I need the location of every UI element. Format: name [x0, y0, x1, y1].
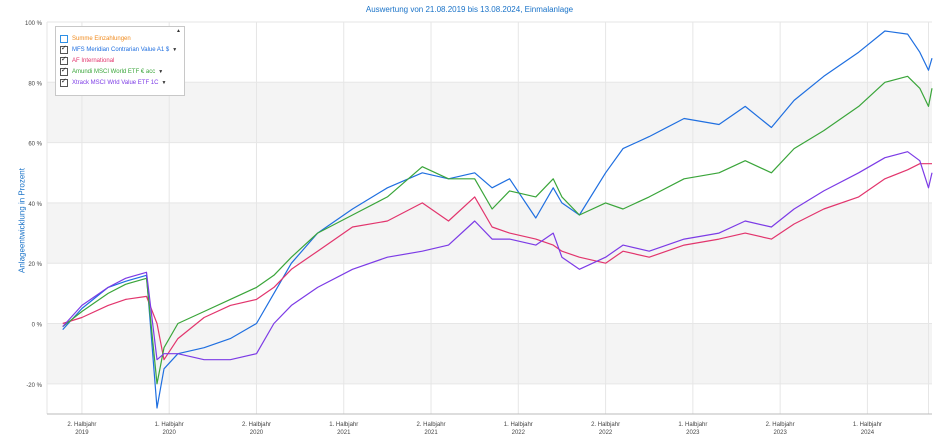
x-tick-label-year: 2023: [686, 430, 700, 436]
y-tick-label: 20 %: [28, 262, 42, 268]
dropdown-arrow-icon[interactable]: ▼: [161, 80, 167, 86]
x-tick-label-year: 2022: [512, 430, 526, 436]
legend-label: Xtrack MSCI Wrld Value ETF 1C: [72, 80, 159, 86]
x-tick-label-year: 2021: [424, 430, 438, 436]
legend-label: MFS Meridian Contrarian Value A1 $: [72, 47, 170, 53]
y-tick-label: 80 %: [28, 81, 42, 87]
legend-checkbox[interactable]: [60, 35, 68, 43]
x-tick-label: 2. Halbjahr: [591, 422, 620, 428]
series-line-1: [62, 163, 932, 361]
series-line-0: [62, 30, 933, 409]
grid-band: [47, 323, 932, 384]
legend-collapse-icon[interactable]: ▲: [176, 28, 181, 34]
x-tick-label: 2. Halbjahr: [766, 422, 795, 428]
legend-item[interactable]: Amundi MSCI World ETF € acc▼: [60, 66, 164, 77]
series-line-2: [62, 75, 933, 385]
legend-label: Summe Einzahlungen: [72, 36, 131, 42]
y-tick-label: 0 %: [32, 323, 43, 329]
x-tick-label-year: 2020: [163, 430, 177, 436]
legend-label: Amundi MSCI World ETF € acc: [72, 69, 156, 75]
legend: ▲ Summe Einzahlungen MFS Meridian Contrar…: [55, 26, 185, 96]
x-tick-label: 2. Halbjahr: [242, 422, 271, 428]
dropdown-arrow-icon[interactable]: ▼: [158, 69, 164, 75]
x-tick-label: 1. Halbjahr: [504, 422, 533, 428]
legend-item[interactable]: AF International: [60, 55, 115, 66]
y-tick-label: 40 %: [28, 202, 42, 208]
x-tick-label-year: 2021: [337, 430, 351, 436]
legend-checkbox[interactable]: [60, 66, 68, 76]
series-line-3: [62, 151, 933, 361]
y-tick-label: 100 %: [25, 21, 43, 27]
x-tick-label-year: 2019: [75, 430, 89, 436]
x-tick-label: 1. Halbjahr: [155, 422, 184, 428]
dropdown-arrow-icon[interactable]: ▼: [172, 47, 178, 53]
x-tick-label: 1. Halbjahr: [853, 422, 882, 428]
x-tick-label: 2. Halbjahr: [67, 422, 96, 428]
x-tick-label-year: 2023: [773, 430, 787, 436]
chart-title: Auswertung von 21.08.2019 bis 13.08.2024…: [365, 5, 574, 14]
legend-checkbox[interactable]: [60, 77, 68, 87]
legend-item[interactable]: Xtrack MSCI Wrld Value ETF 1C▼: [60, 77, 167, 88]
legend-item[interactable]: MFS Meridian Contrarian Value A1 $▼: [60, 44, 178, 55]
x-tick-label: 1. Halbjahr: [678, 422, 707, 428]
x-tick-label-year: 2020: [250, 430, 264, 436]
legend-checkbox[interactable]: [60, 44, 68, 54]
grid-band: [47, 202, 932, 264]
x-tick-label: 1. Halbjahr: [329, 422, 358, 428]
x-tick-label-year: 2024: [861, 430, 875, 436]
x-tick-label: 2. Halbjahr: [417, 422, 446, 428]
legend-item[interactable]: Summe Einzahlungen: [60, 34, 131, 44]
x-tick-label-year: 2022: [599, 430, 613, 436]
y-tick-label: 60 %: [28, 142, 42, 148]
y-tick-label: -20 %: [26, 383, 42, 389]
legend-checkbox[interactable]: [60, 55, 68, 65]
legend-label: AF International: [72, 58, 115, 64]
